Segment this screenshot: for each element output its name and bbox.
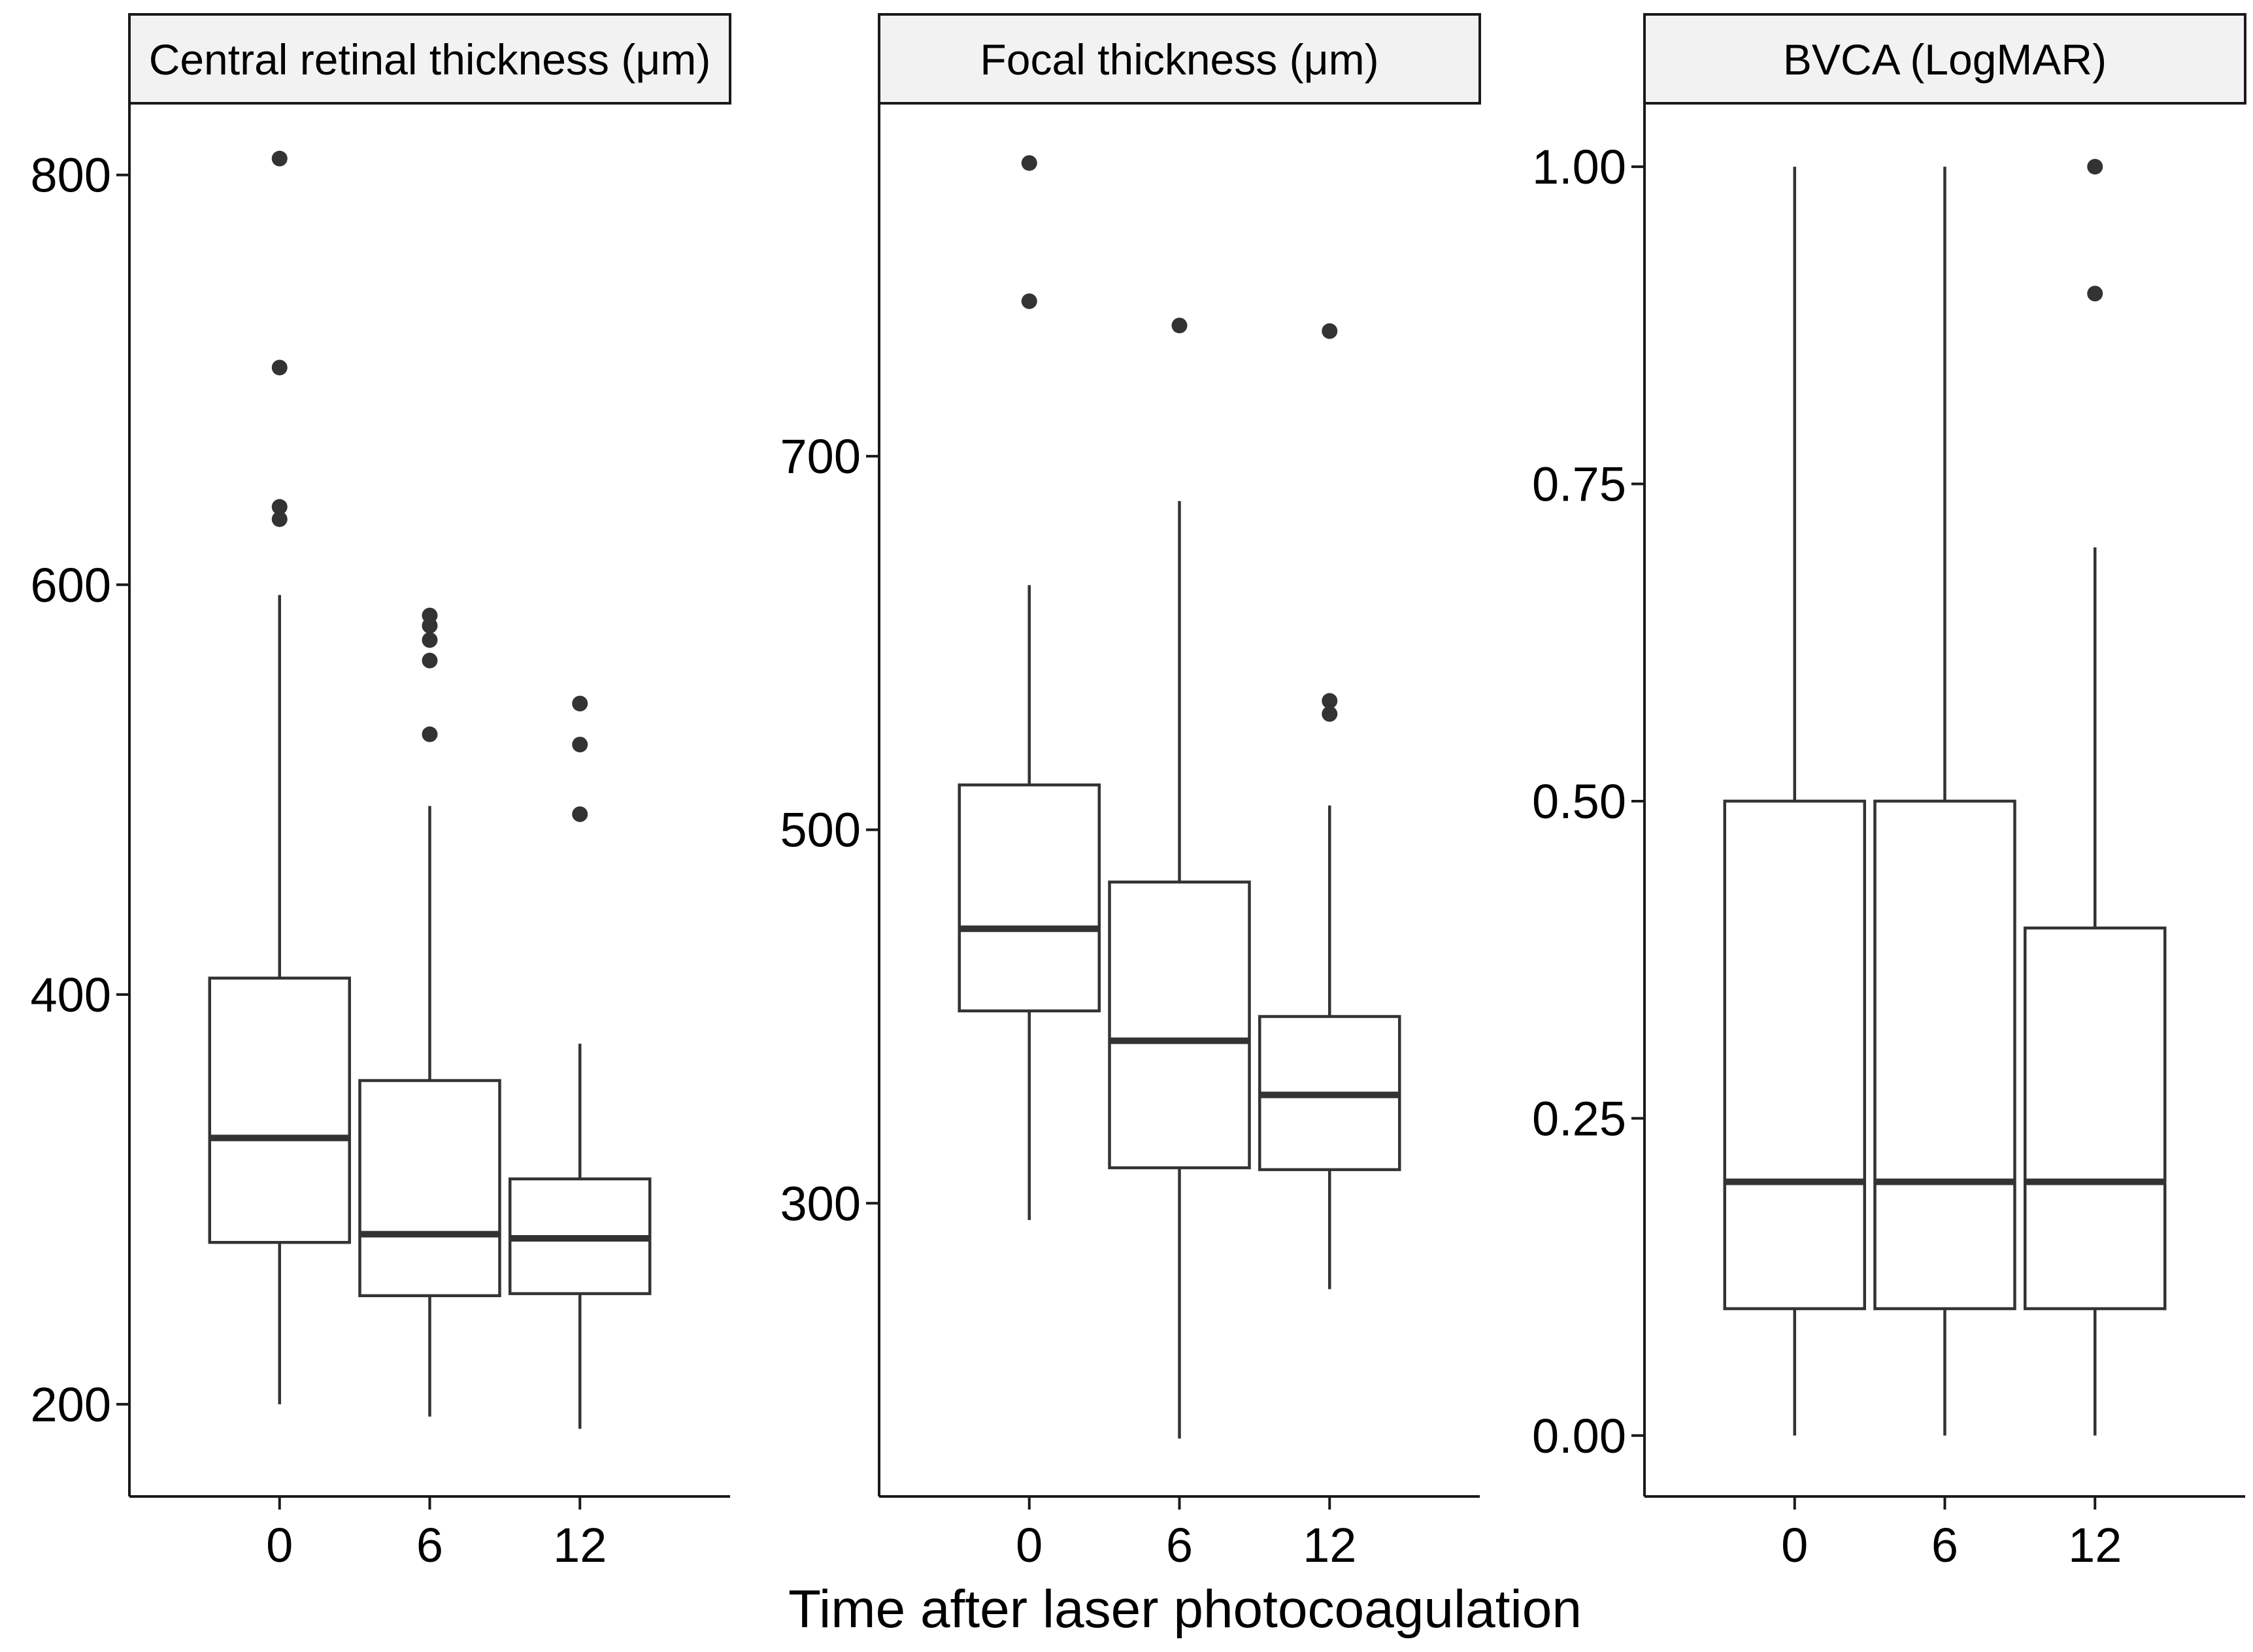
outlier-point (2087, 159, 2103, 175)
box-12 (2024, 159, 2167, 1436)
x-tick-label: 6 (1931, 1518, 1958, 1572)
x-tick-label: 12 (2068, 1518, 2122, 1572)
y-tick-label: 800 (31, 148, 111, 203)
outlier-point (1322, 693, 1338, 709)
panel-3: BVCA (LogMAR) 0.00 0.25 0.50 0.75 1.00 0 6 12 (1532, 13, 2246, 1572)
outlier-point (1021, 155, 1037, 171)
panel-2: Focal thickness (μm) 300 500 700 0 6 12 (780, 13, 1481, 1572)
iqr-box (1108, 880, 1251, 1170)
outlier-point (422, 618, 438, 634)
y-tick-label: 600 (31, 558, 111, 612)
facet-title: Central retinal thickness (μm) (149, 35, 711, 84)
outlier-point (422, 632, 438, 648)
outlier-point (572, 806, 588, 822)
facet-title: Focal thickness (μm) (980, 35, 1378, 84)
y-tick-label: 700 (780, 429, 861, 484)
y-tick-label: 500 (780, 803, 861, 857)
box-12 (509, 695, 652, 1429)
iqr-box (1873, 799, 2016, 1310)
y-tick-label: 400 (31, 968, 111, 1022)
facet-title: BVCA (LogMAR) (1783, 35, 2107, 84)
outlier-point (1322, 706, 1338, 722)
box-12 (1258, 323, 1401, 1289)
y-tick-label: 0.50 (1532, 774, 1626, 829)
y-tick-label: 1.00 (1532, 140, 1626, 194)
outlier-point (422, 652, 438, 669)
outlier-point (271, 150, 288, 167)
outlier-point (572, 695, 588, 712)
y-tick-label: 0.75 (1532, 457, 1626, 512)
facet-strip (128, 13, 731, 105)
box-6 (358, 607, 501, 1417)
x-tick-label: 6 (416, 1518, 443, 1572)
box-6 (1873, 167, 2016, 1436)
outlier-point (572, 736, 588, 753)
iqr-box (208, 976, 351, 1244)
box-0 (1723, 167, 1866, 1436)
x-tick-label: 6 (1166, 1518, 1193, 1572)
facet-strip (878, 13, 1481, 105)
x-axis-title: Time after laser photocoagulation (788, 1579, 1582, 1639)
iqr-box (2024, 926, 2167, 1310)
outlier-point (2087, 286, 2103, 302)
panel-1: Central retinal thickness (μm) 200 400 600 8… (31, 13, 731, 1572)
x-tick-label: 12 (1303, 1518, 1356, 1572)
outlier-point (271, 499, 288, 515)
iqr-box (958, 783, 1101, 1013)
x-tick-label: 0 (1781, 1518, 1808, 1572)
outlier-point (1021, 293, 1037, 309)
iqr-box (1723, 799, 1866, 1310)
y-tick-label: 0.25 (1532, 1091, 1626, 1146)
box-6 (1108, 318, 1251, 1439)
y-tick-label: 300 (780, 1176, 861, 1231)
y-tick-label: 0.00 (1532, 1409, 1626, 1463)
x-tick-label: 0 (1016, 1518, 1043, 1572)
facet-panels: Central retinal thickness (μm)2004006008… (31, 13, 2246, 1572)
outlier-point (422, 726, 438, 742)
box-0 (958, 155, 1101, 1221)
box-0 (208, 150, 351, 1404)
x-tick-label: 0 (266, 1518, 293, 1572)
iqr-box (358, 1079, 501, 1297)
facet-strip (1643, 13, 2246, 105)
outlier-point (271, 359, 288, 376)
y-tick-label: 200 (31, 1378, 111, 1432)
outlier-point (1171, 318, 1188, 334)
outlier-point (1322, 323, 1338, 339)
outlier-point (271, 511, 288, 527)
x-tick-label: 12 (553, 1518, 607, 1572)
